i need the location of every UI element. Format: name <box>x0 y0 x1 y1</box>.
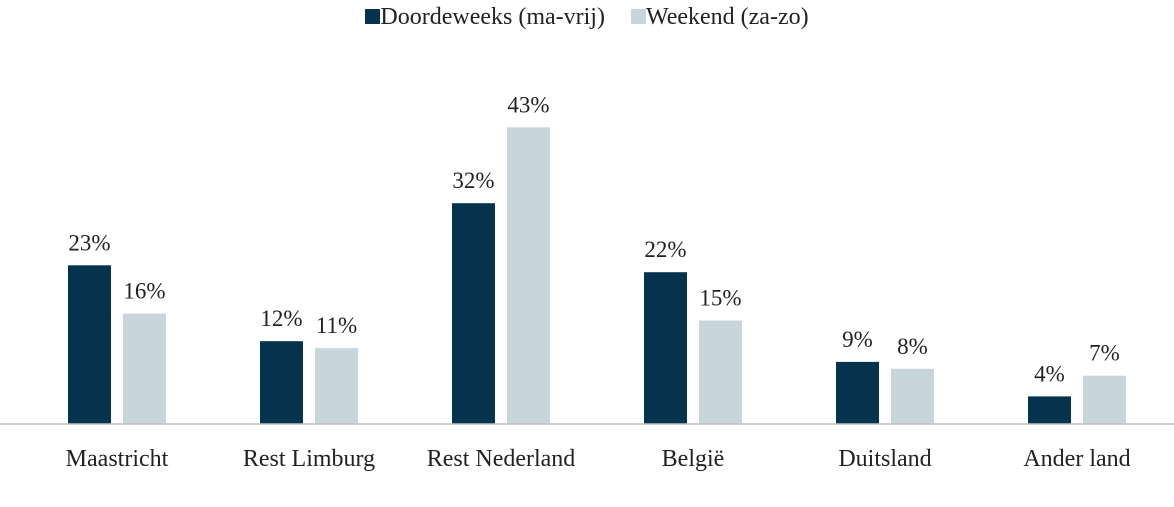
x-tick-label: Rest Nederland <box>406 444 596 475</box>
bar <box>507 127 550 425</box>
bar <box>260 341 303 424</box>
value-label: 16% <box>123 279 165 304</box>
value-label: 11% <box>316 313 357 338</box>
bar <box>644 272 687 424</box>
bar <box>836 361 879 424</box>
x-tick-text: Rest Limburg <box>242 446 376 472</box>
x-tick-label: Ander land <box>982 444 1172 475</box>
value-label: 4% <box>1034 361 1065 386</box>
legend-label: Doordeweeks (ma-vrij) <box>380 4 605 30</box>
x-tick-label: Maastricht <box>22 444 212 475</box>
value-label: 7% <box>1089 341 1120 366</box>
legend-item: Weekend (za-zo) <box>630 4 809 31</box>
bar <box>891 368 934 424</box>
bar <box>1083 375 1126 424</box>
value-label: 43% <box>507 92 549 117</box>
legend-item: Doordeweeks (ma-vrij) <box>365 4 605 31</box>
value-label: 15% <box>699 286 741 311</box>
x-tick-text: Maastricht <box>65 446 169 472</box>
value-label: 8% <box>897 334 928 359</box>
bar <box>315 348 358 424</box>
x-tick-text: België <box>661 446 725 472</box>
legend: Doordeweeks (ma-vrij) Weekend (za-zo) <box>0 4 1174 31</box>
bar <box>699 320 742 424</box>
x-tick-label: Duitsland <box>790 444 980 475</box>
bar <box>1028 396 1071 424</box>
legend-swatch <box>365 9 381 24</box>
x-tick-text: Ander land <box>1023 446 1131 472</box>
x-tick-text: Duitsland <box>838 446 932 472</box>
bar <box>68 265 111 424</box>
value-label: 23% <box>68 230 110 255</box>
legend-label: Weekend (za-zo) <box>645 4 809 30</box>
value-label: 22% <box>644 237 686 262</box>
bar <box>452 203 495 424</box>
legend-swatch <box>630 9 646 24</box>
value-label: 9% <box>842 327 873 352</box>
bar <box>123 313 166 424</box>
value-label: 32% <box>452 168 494 193</box>
x-tick-text: Rest Nederland <box>426 446 576 472</box>
x-tick-label: Rest Limburg <box>214 444 404 475</box>
value-label: 12% <box>260 306 302 331</box>
x-tick-label: België <box>598 444 788 475</box>
